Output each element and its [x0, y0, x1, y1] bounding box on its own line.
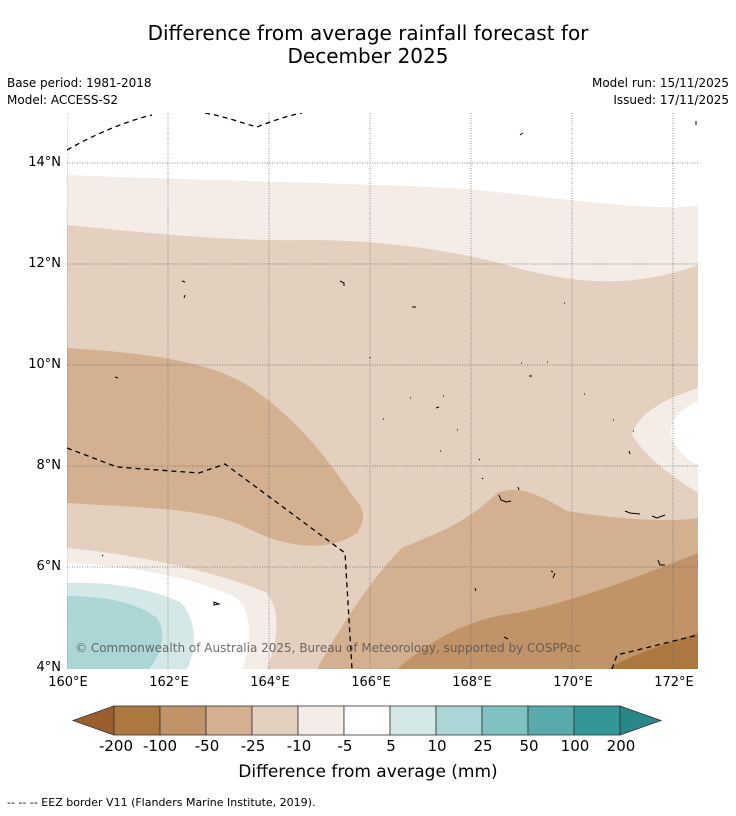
- colorbar-bin: [205, 705, 253, 736]
- contour-band-10-to-25-sw: [67, 596, 163, 669]
- lon-label-168e: 168°E: [452, 675, 492, 690]
- base-period-text: Base period: 1981-2018: [7, 76, 152, 90]
- colorbar-bin: [113, 705, 161, 736]
- contour-band-minus-50-to-minus-100: [397, 553, 698, 669]
- eez-border-southeast: [611, 634, 698, 669]
- colorbar-tick-label: -50: [194, 737, 220, 755]
- colorbar-tick-label: -25: [240, 737, 266, 755]
- contour-white-east: [671, 401, 698, 465]
- colorbar-bin: [297, 705, 345, 736]
- chart-title: Difference from average rainfall forecas…: [0, 22, 736, 68]
- map-gridlines: [67, 113, 698, 669]
- lon-label-172e: 172°E: [654, 675, 694, 690]
- lon-label-160e: 160°E: [48, 675, 88, 690]
- model-run-text: Model run: 15/11/2025: [591, 76, 729, 90]
- colorbar-tick-label: -5: [337, 737, 353, 755]
- colorbar: [71, 705, 663, 736]
- colorbar-tick-label: 200: [606, 737, 636, 755]
- eez-borders: [67, 113, 698, 669]
- lat-label-6n: 6°N: [36, 559, 62, 574]
- title-line-2: December 2025: [287, 44, 449, 68]
- contour-band-minus-25-to-minus-50-west: [67, 348, 364, 546]
- colorbar-bin: [389, 705, 437, 736]
- colorbar-tick-label: 10: [427, 737, 447, 755]
- colorbar-bin: [159, 705, 207, 736]
- lat-label-12n: 12°N: [28, 256, 61, 271]
- rainfall-anomaly-map: [67, 113, 698, 669]
- colorbar-tick-label: -100: [142, 737, 178, 755]
- colorbar-extend-min: [71, 705, 115, 736]
- title-line-1: Difference from average rainfall forecas…: [147, 21, 589, 45]
- colorbar-tick-label: -200: [98, 737, 134, 755]
- model-text: Model: ACCESS-S2: [7, 93, 119, 107]
- lon-label-166e: 166°E: [351, 675, 391, 690]
- colorbar-title: Difference from average (mm): [238, 762, 498, 782]
- colorbar-bin: [527, 705, 575, 736]
- metadata-right: Model run: 15/11/2025 Issued: 17/11/2025: [592, 75, 729, 109]
- island-markers: [101, 121, 697, 640]
- lon-label-162e: 162°E: [149, 675, 189, 690]
- copyright-notice: © Commonwealth of Australia 2025, Bureau…: [75, 641, 581, 655]
- lat-label-10n: 10°N: [28, 357, 61, 372]
- lat-label-8n: 8°N: [36, 458, 62, 473]
- colorbar-tick-label: 25: [473, 737, 493, 755]
- lon-label-170e: 170°E: [553, 675, 593, 690]
- colorbar-tick-label: 100: [560, 737, 590, 755]
- lon-label-164e: 164°E: [250, 675, 290, 690]
- colorbar-extend-max: [619, 705, 663, 736]
- colorbar-bin: [343, 705, 391, 736]
- colorbar-bin: [435, 705, 483, 736]
- eez-border-north: [67, 114, 153, 151]
- contour-band-minus-100-to-minus-200: [607, 633, 698, 669]
- colorbar-bin: [481, 705, 529, 736]
- metadata-left: Base period: 1981-2018 Model: ACCESS-S2: [7, 75, 152, 109]
- lat-label-4n: 4°N: [36, 660, 62, 675]
- colorbar-tick-label: 50: [519, 737, 539, 755]
- colorbar-bin: [573, 705, 621, 736]
- colorbar-tick-label: 5: [386, 737, 396, 755]
- colorbar-tick-label: -10: [286, 737, 312, 755]
- colorbar-bin: [251, 705, 299, 736]
- issued-text: Issued: 17/11/2025: [613, 93, 729, 107]
- eez-border-footnote: -- -- -- EEZ border V11 (Flanders Marine…: [7, 796, 316, 809]
- lat-label-14n: 14°N: [28, 155, 61, 170]
